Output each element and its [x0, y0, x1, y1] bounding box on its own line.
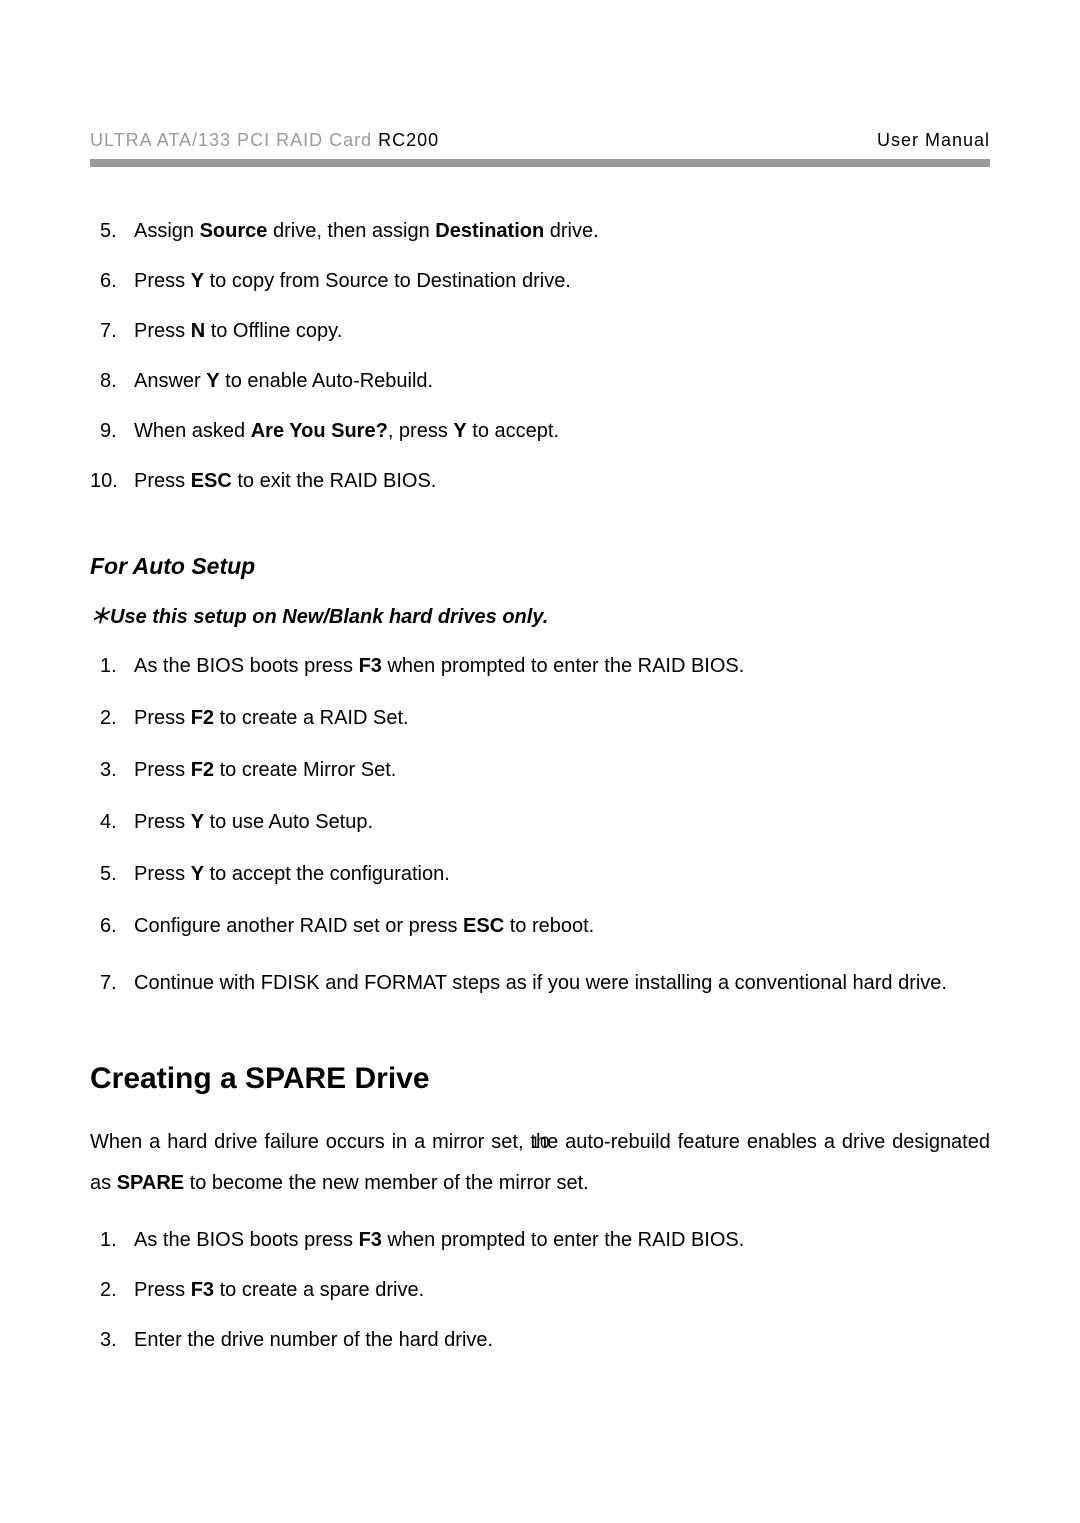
list-item: Press F2 to create a RAID Set.	[100, 703, 990, 733]
heading-spare-drive: Creating a SPARE Drive	[90, 1062, 990, 1096]
list-item: Press Y to use Auto Setup.	[100, 807, 990, 837]
page-number: 10	[0, 1133, 1080, 1153]
list-item: Press N to Offline copy.	[100, 317, 990, 345]
setup-note: ＊Use this setup on New/Blank hard drives…	[90, 600, 990, 629]
subheading-auto-setup: For Auto Setup	[90, 553, 990, 580]
auto-setup-list: As the BIOS boots press F3 when prompted…	[100, 651, 990, 1004]
header-product-line: ULTRA ATA/133 PCI RAID Card	[90, 130, 378, 150]
instruction-list-continued: Assign Source drive, then assign Destina…	[100, 217, 990, 495]
list-item: Answer Y to enable Auto-Rebuild.	[100, 367, 990, 395]
list-item: As the BIOS boots press F3 when prompted…	[100, 1226, 990, 1254]
list-item: Continue with FDISK and FORMAT steps as …	[100, 963, 990, 1004]
list-item: Configure another RAID set or press ESC …	[100, 911, 990, 941]
list-item: As the BIOS boots press F3 when prompted…	[100, 651, 990, 681]
list-item: Assign Source drive, then assign Destina…	[100, 217, 990, 245]
list-item: When asked Are You Sure?, press Y to acc…	[100, 417, 990, 445]
list-item: Enter the drive number of the hard drive…	[100, 1326, 990, 1354]
header-divider	[90, 159, 990, 167]
header-left: ULTRA ATA/133 PCI RAID Card RC200	[90, 130, 439, 151]
header-model: RC200	[378, 130, 439, 150]
spare-drive-list: As the BIOS boots press F3 when prompted…	[100, 1226, 990, 1354]
list-item: Press Y to accept the configuration.	[100, 859, 990, 889]
header-right: User Manual	[877, 130, 990, 151]
list-item: Press F2 to create Mirror Set.	[100, 755, 990, 785]
list-item: Press Y to copy from Source to Destinati…	[100, 267, 990, 295]
list-item: Press F3 to create a spare drive.	[100, 1276, 990, 1304]
page-header: ULTRA ATA/133 PCI RAID Card RC200 User M…	[90, 130, 990, 151]
list-item: Press ESC to exit the RAID BIOS.	[100, 467, 990, 495]
